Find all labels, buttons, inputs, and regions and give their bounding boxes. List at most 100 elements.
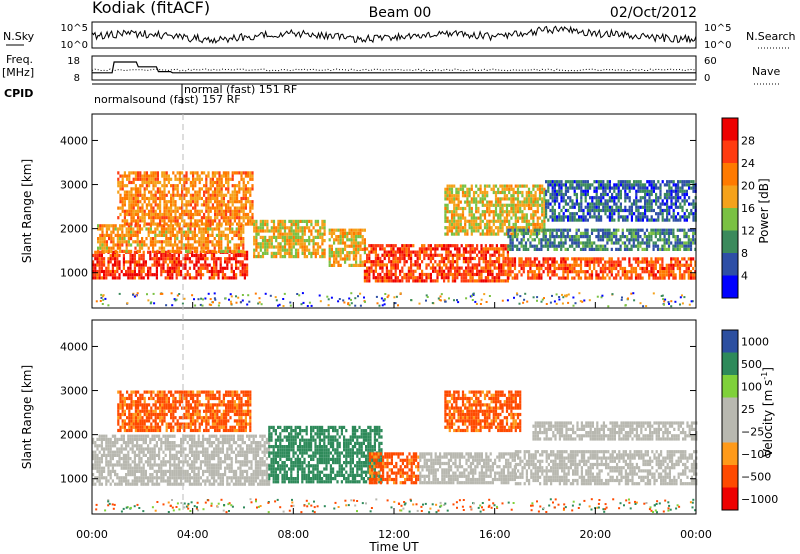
power-cell-band-2 <box>128 203 131 207</box>
power-cell-noise <box>474 300 477 303</box>
power-cell-band-5 <box>480 276 483 280</box>
power-cell-band-9 <box>560 192 563 197</box>
power-cell-band-8 <box>608 238 611 242</box>
power-cell-band-3 <box>270 251 273 255</box>
power-cell-band-4 <box>363 244 366 248</box>
power-cell-band-8 <box>606 241 609 245</box>
power-cell-band-8 <box>560 235 563 239</box>
power-cell-band-2 <box>150 171 153 175</box>
power-cell-band-5 <box>484 263 487 267</box>
power-cell-band-8 <box>641 238 644 242</box>
power-cell-band-0 <box>177 273 180 277</box>
power-cell-band-5 <box>484 269 487 273</box>
power-cell-band-3 <box>259 219 262 223</box>
power-cell-band-1 <box>191 224 194 228</box>
power-cell-band-6 <box>516 206 520 211</box>
power-cell-band-9 <box>622 208 625 213</box>
power-cell-band-7 <box>599 257 602 261</box>
power-cell-band-0 <box>129 263 132 267</box>
power-cell-band-9 <box>591 199 594 203</box>
power-cell-band-8 <box>630 247 633 251</box>
power-cell-band-6 <box>536 222 539 227</box>
power-cell-band-9 <box>613 218 616 222</box>
power-cell-band-2 <box>233 187 236 191</box>
power-cell-band-6 <box>481 190 484 195</box>
power-cell-band-1 <box>176 233 179 237</box>
power-cell-band-7 <box>608 257 611 261</box>
power-cell-band-2 <box>220 209 223 213</box>
power-cell-band-9 <box>690 212 693 216</box>
power-cell-band-9 <box>586 189 589 193</box>
power-cell-band-5 <box>469 256 472 261</box>
power-cell-band-6 <box>492 216 495 220</box>
power-cell-band-1 <box>189 227 192 231</box>
power-cell-band-6 <box>477 194 480 198</box>
power-cell-band-9 <box>617 199 620 203</box>
power-cell-band-2 <box>141 209 144 213</box>
power-cell-band-2 <box>216 187 219 191</box>
power-cell-band-8 <box>599 244 602 248</box>
power-cell-band-0 <box>180 250 183 254</box>
power-cell-noise <box>301 292 304 295</box>
power-cell-band-8 <box>626 244 629 248</box>
power-cell-band-9 <box>586 192 589 197</box>
power-cell-noise <box>561 302 564 305</box>
power-cell-band-6 <box>453 206 456 211</box>
power-cell-band-0 <box>169 257 172 261</box>
power-cell-band-3 <box>266 248 269 252</box>
power-cell-band-6 <box>494 210 498 214</box>
power-cell-band-2 <box>238 206 241 210</box>
power-cell-band-4 <box>333 260 336 264</box>
power-cell-band-5 <box>390 269 393 273</box>
power-cell-band-9 <box>655 192 658 197</box>
power-cell-band-2 <box>242 190 245 194</box>
power-cell-band-1 <box>97 224 100 228</box>
power-cell-band-3 <box>290 251 293 255</box>
power-cell-band-6 <box>475 210 478 214</box>
power-cell-band-2 <box>227 206 230 210</box>
power-cell-band-6 <box>470 206 473 211</box>
power-cell-band-8 <box>643 235 646 239</box>
power-cell-noise <box>572 304 575 307</box>
power-cell-band-8 <box>535 231 539 235</box>
power-cell-band-4 <box>328 231 331 235</box>
power-cell-band-1 <box>218 246 221 250</box>
power-cell-band-3 <box>266 239 269 243</box>
power-cell-band-3 <box>308 251 311 255</box>
power-cell-band-6 <box>497 190 500 195</box>
power-cell-band-2 <box>156 174 159 178</box>
power-cell-band-0 <box>219 260 222 264</box>
power-cell-band-9 <box>648 196 651 200</box>
power-cell-band-9 <box>655 186 658 190</box>
power-cell-band-4 <box>359 231 362 235</box>
power-cell-band-4 <box>337 241 340 245</box>
power-cell-band-3 <box>312 235 315 239</box>
power-cell-band-2 <box>143 196 146 201</box>
power-cell-band-1 <box>198 240 201 244</box>
power-cell-band-2 <box>238 209 241 213</box>
power-cell-band-3 <box>303 242 306 246</box>
power-cell-band-0 <box>226 260 229 264</box>
power-cell-band-2 <box>225 180 228 185</box>
power-cell-band-7 <box>637 263 640 267</box>
power-cell-band-1 <box>101 243 104 247</box>
power-cell-band-6 <box>534 210 537 214</box>
power-cell-band-0 <box>142 253 145 258</box>
power-cell-band-2 <box>121 180 124 185</box>
power-cell-band-6 <box>521 216 524 220</box>
power-cell-band-2 <box>159 180 162 185</box>
power-cell-band-2 <box>218 171 221 175</box>
power-cell-band-7 <box>551 273 554 277</box>
power-cell-band-5 <box>407 279 410 283</box>
power-cell-band-7 <box>610 263 613 267</box>
power-cell-band-9 <box>584 205 587 209</box>
power-cell-band-6 <box>497 216 500 220</box>
power-cell-band-1 <box>105 243 108 247</box>
power-cell-band-2 <box>148 212 151 217</box>
power-cell-band-8 <box>683 241 686 245</box>
power-cell-band-6 <box>457 232 460 236</box>
power-cell-band-2 <box>209 219 212 223</box>
power-cell-band-0 <box>195 273 198 277</box>
power-cell-band-4 <box>337 251 340 255</box>
power-cell-band-3 <box>292 223 295 227</box>
